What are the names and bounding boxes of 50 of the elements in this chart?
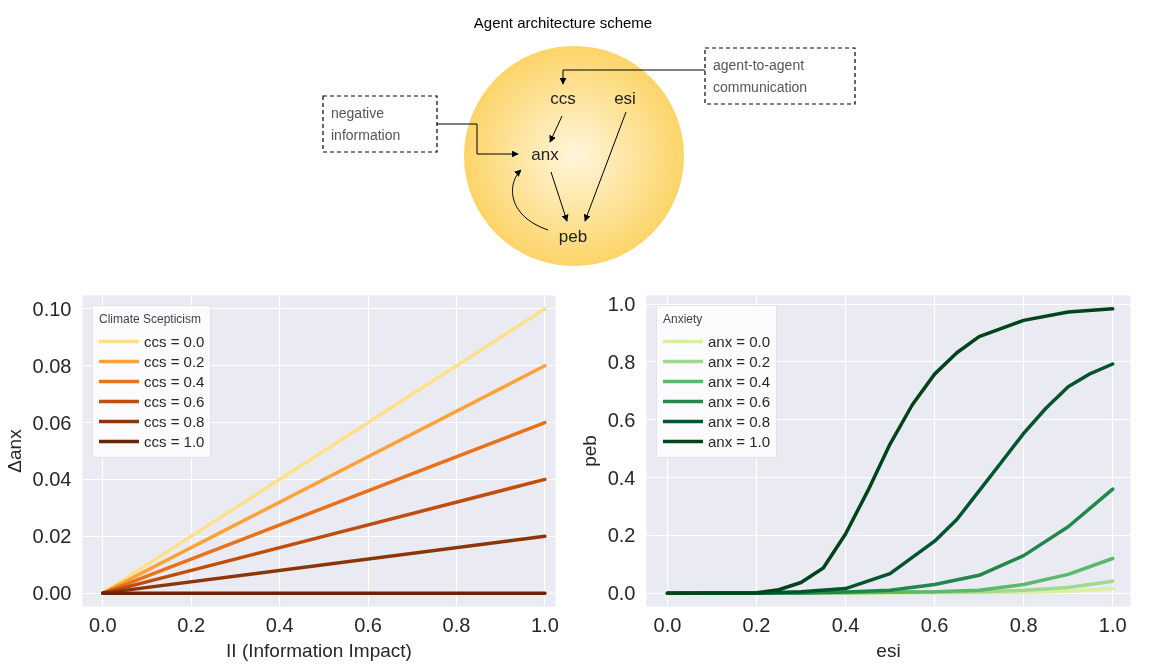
legend-label: anx = 0.8: [708, 412, 771, 430]
y-tick-label: 0.02: [32, 525, 72, 548]
x-tick-label: 0.4: [831, 613, 860, 636]
x-tick-label: 0.8: [1009, 613, 1038, 636]
y-tick-label: 0.08: [32, 354, 72, 377]
text: ccs: [550, 89, 576, 108]
y-tick-label: 0.10: [32, 297, 72, 320]
y-tick-label: 0.06: [32, 411, 72, 434]
legend-title: Climate Scepticism: [99, 312, 203, 326]
x-tick-label: 0.0: [88, 613, 117, 636]
x-axis-title: esi: [876, 639, 901, 661]
legend-label: anx = 1.0: [708, 432, 771, 450]
y-tick-label: 0.6: [607, 408, 636, 431]
x-tick-label: 0.6: [354, 613, 382, 636]
y-tick-label: 0.4: [607, 466, 636, 489]
y-axis-title: peb: [578, 435, 600, 467]
text: esi: [614, 89, 636, 108]
x-tick-label: 0.8: [442, 613, 471, 636]
legend-label: ccs = 0.2: [144, 352, 205, 370]
text: agent-to-agent communication: [713, 57, 808, 95]
x-tick-label: 1.0: [530, 613, 559, 636]
legend-title: Anxiety: [663, 312, 704, 326]
y-tick-label: 0.0: [607, 582, 636, 605]
y-tick-label: 0.04: [32, 468, 72, 491]
legend-label: anx = 0.0: [708, 332, 771, 350]
legend-label: anx = 0.4: [708, 372, 771, 390]
line-series: [665, 307, 1115, 595]
x-tick-label: 0.0: [653, 613, 682, 636]
x-axis-title: II (Information Impact): [226, 639, 412, 661]
legend-label: ccs = 0.8: [144, 412, 205, 430]
text: anx: [531, 145, 560, 164]
y-tick-label: 1.0: [607, 293, 636, 316]
legend-label: ccs = 1.0: [144, 432, 205, 450]
y-tick-label: 0.00: [32, 582, 72, 605]
y-tick-label: 0.8: [607, 350, 636, 373]
legend-label: anx = 0.6: [708, 392, 771, 410]
x-tick-label: 0.2: [177, 613, 206, 636]
text: negative information: [331, 105, 401, 143]
y-tick-label: 0.2: [607, 524, 636, 547]
legend-label: ccs = 0.0: [144, 332, 205, 350]
legend-label: ccs = 0.4: [144, 372, 205, 390]
x-tick-label: 0.4: [265, 613, 294, 636]
x-tick-label: 1.0: [1098, 613, 1127, 636]
text: Agent architecture scheme: [473, 14, 653, 31]
x-tick-label: 0.2: [742, 613, 771, 636]
legend-label: anx = 0.2: [708, 352, 771, 370]
y-axis-title: Δanx: [3, 428, 25, 473]
legend-label: ccs = 0.6: [144, 392, 205, 410]
text: peb: [558, 227, 588, 246]
x-tick-label: 0.6: [920, 613, 949, 636]
